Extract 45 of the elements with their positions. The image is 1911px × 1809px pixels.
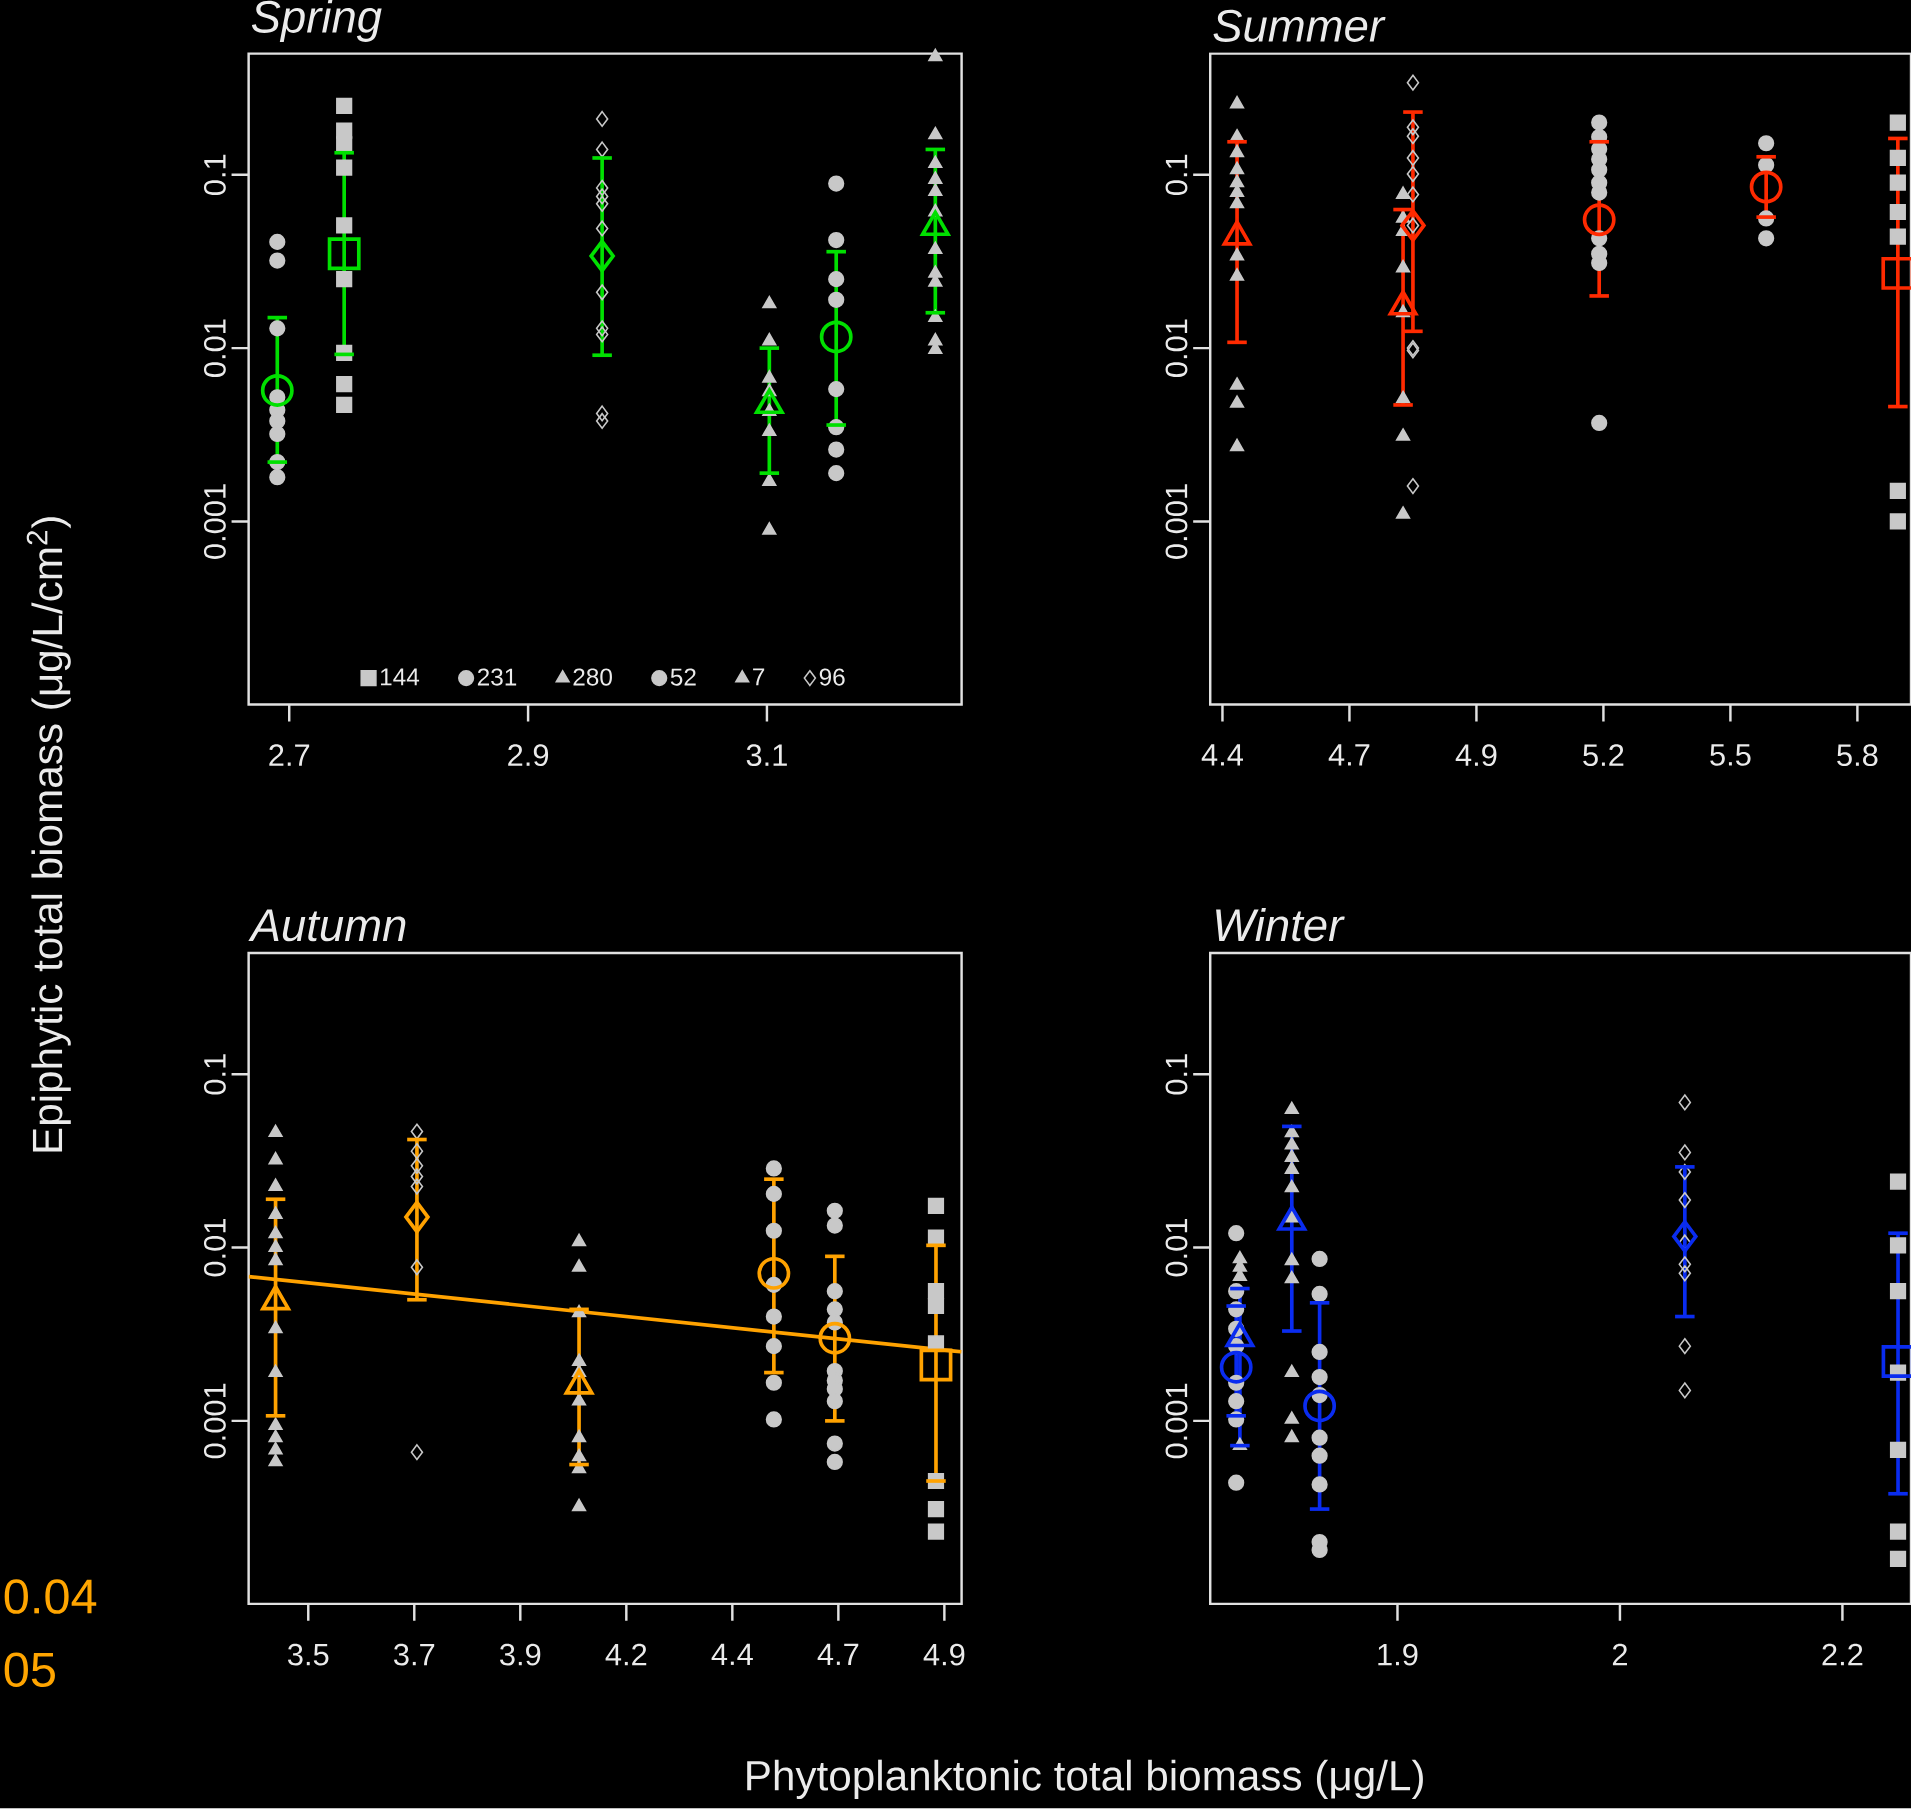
y-tick-label: 0.01	[1165, 1219, 1188, 1277]
y-tick-label: 0.1	[203, 1054, 226, 1095]
x-tick-label: 3.9	[500, 1643, 541, 1666]
x-tick-label: 3.5	[287, 1643, 329, 1666]
x-tick-label: 2.7	[269, 744, 310, 766]
y-tick-label: 0.01	[203, 1219, 226, 1277]
y-axis-title: Epiphytic total biomass (μg/L/cm$^{2}$)	[26, 517, 71, 1152]
x-tick-label: 4.7	[817, 1643, 859, 1666]
y-tick-label: 0.1	[203, 155, 226, 196]
legend-label: 52	[670, 668, 696, 686]
x-tick-label: 4.9	[1455, 744, 1497, 767]
x-tick-label: 4.9	[923, 1643, 965, 1666]
y-tick-label: 0.001	[203, 1383, 226, 1459]
text: 0.04	[4, 1579, 97, 1614]
x-tick-label: 5.8	[1837, 744, 1878, 767]
x-axis-title: Phytoplanktonic total biomass (μg/L)	[747, 1759, 1423, 1800]
legend-label: 144	[380, 668, 420, 686]
x-tick-label: 5.2	[1583, 744, 1624, 767]
y-tick-label: 0.001	[203, 484, 226, 560]
chart-title: Spring	[251, 0, 382, 43]
x-tick-label: 3.1	[746, 744, 787, 767]
x-tick-label: 4.2	[605, 1643, 647, 1666]
y-tick-label: 0.1	[1165, 1054, 1188, 1095]
y-tick-label: 0.01	[1165, 319, 1188, 378]
x-tick-label: 4.4	[711, 1643, 753, 1666]
chart-title: Winter	[1216, 908, 1345, 942]
x-tick-label: 3.7	[393, 1643, 435, 1666]
y-tick-label: 0.001	[1165, 1383, 1188, 1459]
chart-title: Summer	[1213, 9, 1386, 43]
legend-label: 280	[573, 668, 612, 686]
legend-label: 231	[477, 668, 517, 686]
x-tick-label: 1.9	[1378, 1643, 1418, 1666]
x-tick-label: 2	[1612, 1643, 1627, 1666]
x-tick-label: 2.2	[1822, 1643, 1863, 1666]
legend-label: 7	[753, 668, 765, 686]
text: 05	[4, 1652, 55, 1688]
legend-label: 96	[819, 668, 845, 686]
x-tick-label: 5.5	[1710, 744, 1751, 766]
x-tick-label: 2.9	[508, 744, 549, 767]
x-tick-label: 4.7	[1328, 744, 1370, 766]
y-tick-label: 0.001	[1165, 484, 1188, 560]
chart-title: Autumn	[248, 909, 406, 942]
y-tick-label: 0.01	[203, 319, 226, 378]
y-tick-label: 0.1	[1165, 155, 1188, 196]
x-tick-label: 4.4	[1201, 744, 1244, 766]
